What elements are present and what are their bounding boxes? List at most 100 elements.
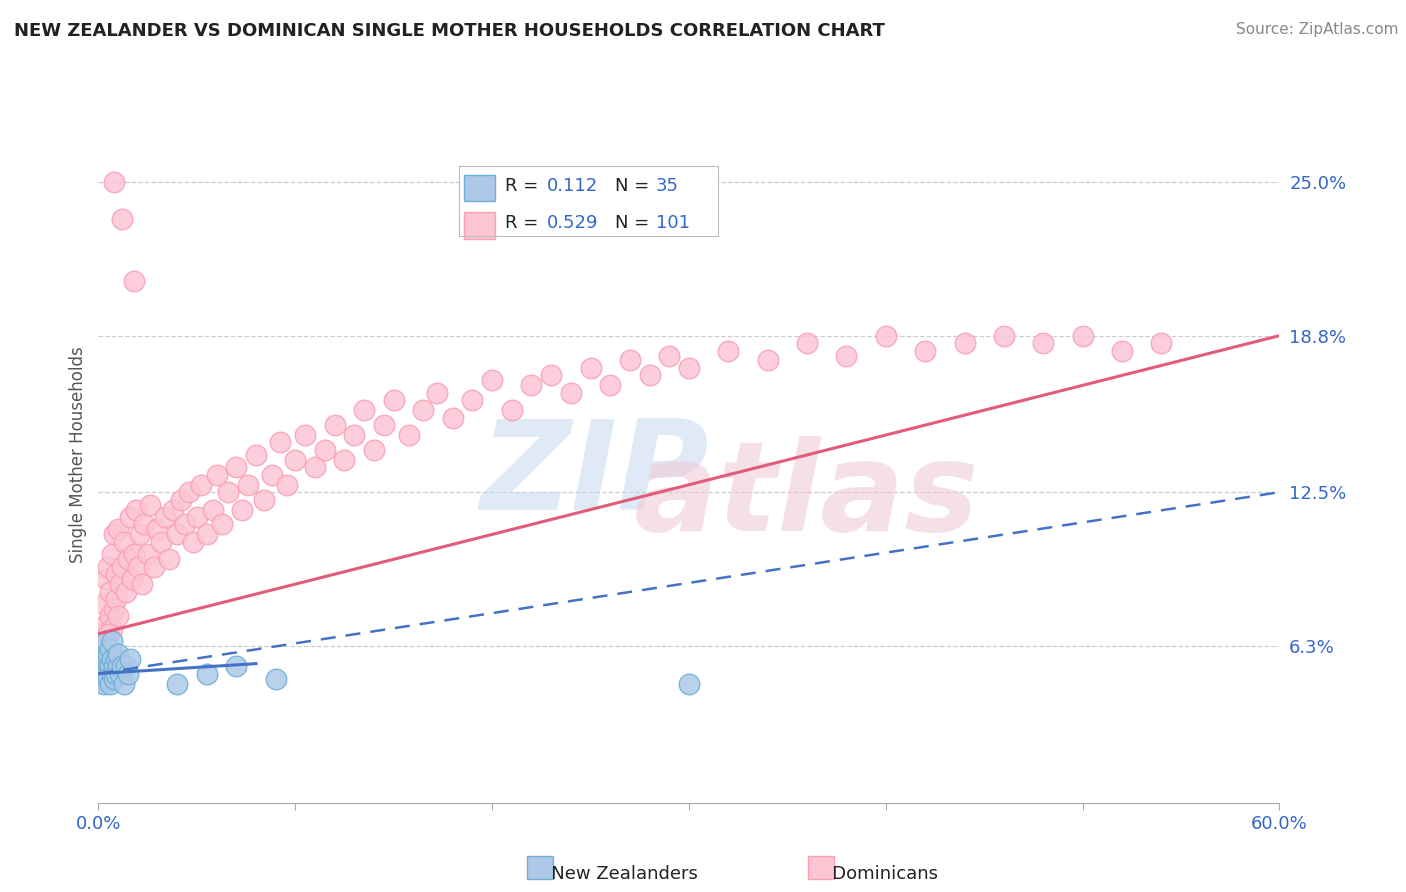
FancyBboxPatch shape — [464, 212, 495, 238]
Point — [97, 627, 120, 641]
Point — [323, 418, 346, 433]
Point — [98, 641, 121, 656]
Point — [260, 467, 283, 482]
Point — [103, 672, 125, 686]
Point — [304, 460, 326, 475]
Point — [103, 602, 125, 616]
Point — [97, 672, 120, 686]
Text: 0.529: 0.529 — [547, 214, 599, 232]
Point — [276, 477, 298, 491]
Point — [103, 659, 125, 673]
Point — [253, 492, 276, 507]
FancyBboxPatch shape — [464, 175, 495, 201]
Point — [105, 592, 128, 607]
Point — [186, 510, 208, 524]
Point — [993, 328, 1015, 343]
Point — [1071, 328, 1094, 343]
Point — [103, 527, 125, 541]
Point — [170, 492, 193, 507]
Point — [107, 609, 129, 624]
Point — [520, 378, 543, 392]
Point — [101, 634, 124, 648]
Point — [426, 385, 449, 400]
Point — [294, 428, 316, 442]
Point — [101, 547, 124, 561]
Point — [195, 527, 218, 541]
Point — [245, 448, 267, 462]
Point — [333, 453, 356, 467]
Point — [174, 517, 197, 532]
Point — [398, 428, 420, 442]
Point — [112, 534, 135, 549]
Point — [107, 659, 129, 673]
Point — [481, 373, 503, 387]
Point — [953, 336, 976, 351]
Point — [166, 527, 188, 541]
Text: N =: N = — [614, 214, 655, 232]
Point — [131, 577, 153, 591]
Point — [111, 659, 134, 673]
Point — [97, 647, 120, 661]
Point — [181, 534, 204, 549]
Text: 101: 101 — [657, 214, 690, 232]
Point — [619, 353, 641, 368]
Point — [796, 336, 818, 351]
Point — [353, 403, 375, 417]
Point — [97, 559, 120, 574]
Point — [599, 378, 621, 392]
Text: R =: R = — [505, 214, 544, 232]
Point — [93, 634, 115, 648]
Point — [107, 647, 129, 661]
Point — [108, 666, 131, 681]
Y-axis label: Single Mother Households: Single Mother Households — [69, 347, 87, 563]
Point — [217, 485, 239, 500]
Point — [441, 410, 464, 425]
Point — [112, 676, 135, 690]
Point — [101, 651, 124, 665]
Point — [93, 659, 115, 673]
Point — [678, 361, 700, 376]
Point — [155, 510, 177, 524]
Text: ZIP: ZIP — [479, 416, 709, 536]
Point — [373, 418, 395, 433]
Point — [122, 274, 145, 288]
Point — [98, 676, 121, 690]
Point — [190, 477, 212, 491]
Point — [98, 609, 121, 624]
Point — [205, 467, 228, 482]
Point — [225, 460, 247, 475]
Point — [166, 676, 188, 690]
Text: NEW ZEALANDER VS DOMINICAN SINGLE MOTHER HOUSEHOLDS CORRELATION CHART: NEW ZEALANDER VS DOMINICAN SINGLE MOTHER… — [14, 22, 884, 40]
Point — [103, 175, 125, 189]
Point — [717, 343, 740, 358]
Point — [105, 666, 128, 681]
Point — [678, 676, 700, 690]
Point — [412, 403, 434, 417]
Point — [314, 442, 336, 457]
Text: Dominicans: Dominicans — [815, 865, 938, 883]
Point — [284, 453, 307, 467]
Point — [96, 651, 118, 665]
Point — [1111, 343, 1133, 358]
Text: New Zealanders: New Zealanders — [534, 865, 699, 883]
Point — [1150, 336, 1173, 351]
Point — [540, 368, 562, 383]
Point — [225, 659, 247, 673]
Point — [96, 666, 118, 681]
Point — [98, 584, 121, 599]
Point — [105, 567, 128, 582]
Point — [111, 559, 134, 574]
Point — [201, 502, 224, 516]
Point — [118, 510, 141, 524]
Point — [560, 385, 582, 400]
Point — [91, 627, 114, 641]
Point — [264, 672, 287, 686]
Point — [127, 559, 149, 574]
Point — [132, 517, 155, 532]
Point — [756, 353, 779, 368]
Text: atlas: atlas — [634, 436, 980, 558]
Point — [108, 577, 131, 591]
Point — [231, 502, 253, 516]
Point — [117, 666, 139, 681]
Point — [93, 597, 115, 611]
